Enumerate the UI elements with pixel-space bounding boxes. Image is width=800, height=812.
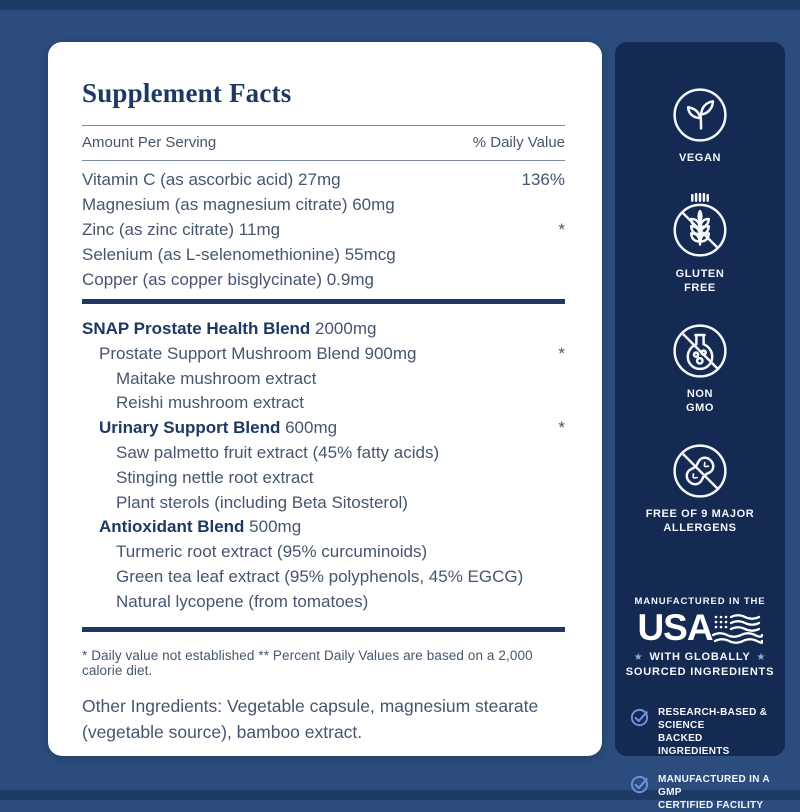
table-row: Zinc (as zinc citrate) 11mg * (82, 217, 565, 242)
table-row: Vitamin C (as ascorbic acid) 27mg 136% (82, 167, 565, 192)
blend-row: Reishi mushroom extract (82, 391, 565, 416)
blend-name: Urinary Support Blend (99, 418, 281, 438)
blend-list: SNAP Prostate Health Blend 2000mg Prosta… (82, 304, 565, 627)
blend-amount: Reishi mushroom extract (116, 393, 305, 413)
amount-per-serving-label: Amount Per Serving (82, 134, 217, 151)
blend-row: Saw palmetto fruit extract (45% fatty ac… (82, 441, 565, 466)
check-circle-icon (630, 775, 649, 794)
certification-label: BACKED INGREDIENTS (658, 733, 730, 757)
badge-label: GMO (685, 402, 715, 414)
blend-row: Turmeric root extract (95% curcuminoids) (82, 540, 565, 565)
daily-value-label: % Daily Value (472, 134, 565, 151)
blend-row: Antioxidant Blend 500mg (82, 515, 565, 540)
badge-label: GLUTEN (675, 268, 725, 280)
nutrient-label: Magnesium (as magnesium citrate) 60mg (82, 195, 395, 214)
certification-label: MANUFACTURED IN A GMP (658, 774, 770, 798)
blend-amount: Natural lycopene (from tomatoes) (116, 591, 369, 611)
badge-label: ALLERGENS (663, 522, 737, 534)
badge-vegan: VEGAN (671, 86, 729, 165)
certification-list: RESEARCH-BASED & SCIENCE BACKED INGREDIE… (629, 706, 771, 812)
divider-thick-footnote (82, 626, 565, 632)
badge-non-gmo: NON GMO (671, 322, 729, 415)
blend-amount: 500mg (244, 517, 302, 537)
non-gmo-flask-icon (673, 324, 727, 378)
divider-thick-blends (82, 299, 565, 304)
usa-made-badge: MANUFACTURED IN THE USA ★ WIT (626, 596, 774, 678)
bottom-edge-strip (0, 790, 800, 800)
blend-amount: Turmeric root extract (95% curcuminoids) (116, 542, 428, 562)
blend-amount: 600mg (280, 418, 338, 438)
blend-row: Green tea leaf extract (95% polyphenols,… (82, 565, 565, 590)
certification-label: RESEARCH-BASED & SCIENCE (658, 707, 768, 731)
blend-row: Natural lycopene (from tomatoes) (82, 590, 565, 615)
certification-label: CERTIFIED FACILITY (658, 800, 764, 811)
table-header-row: Amount Per Serving % Daily Value (82, 126, 565, 160)
nutrient-label: Selenium (as L-selenomethionine) 55mcg (82, 245, 396, 264)
badge-label: NON (686, 388, 714, 400)
blend-amount: Stinging nettle root extract (116, 467, 314, 487)
blend-value: * (558, 418, 565, 438)
certification-item: RESEARCH-BASED & SCIENCE BACKED INGREDIE… (629, 706, 771, 758)
usa-bottom-label: SOURCED INGREDIENTS (625, 666, 775, 678)
blend-row: Prostate Support Mushroom Blend 900mg * (82, 342, 565, 367)
check-circle-icon (630, 708, 649, 727)
badge-gluten-free: GLUTEN FREE (671, 192, 729, 295)
nutrient-label: Copper (as copper bisglycinate) 0.9mg (82, 270, 374, 289)
blend-amount: 2000mg (310, 319, 377, 338)
footnote: * Daily value not established ** Percent… (82, 647, 533, 678)
blend-amount: Plant sterols (including Beta Sitosterol… (116, 492, 408, 512)
usa-label: USA (637, 607, 713, 648)
supplement-facts-card: Supplement Facts Amount Per Serving % Da… (48, 42, 602, 756)
usa-flag-icon (711, 614, 763, 644)
blend-row: Stinging nettle root extract (82, 466, 565, 491)
nutrient-list: Vitamin C (as ascorbic acid) 27mg 136% M… (82, 161, 565, 299)
badge-label: FREE (684, 282, 716, 294)
blend-row: SNAP Prostate Health Blend 2000mg (82, 317, 565, 342)
vegan-leaf-icon (673, 88, 727, 142)
blend-row: Plant sterols (including Beta Sitosterol… (82, 491, 565, 516)
badge-sidebar: VEGAN GLUTEN FREE (615, 42, 785, 811)
blend-amount: Prostate Support Mushroom Blend 900mg (99, 343, 417, 363)
divider-thin-top (82, 125, 565, 126)
blend-name: Antioxidant Blend (99, 517, 245, 537)
blend-amount: Saw palmetto fruit extract (45% fatty ac… (116, 442, 440, 462)
nutrient-label: Zinc (as zinc citrate) 11mg (82, 220, 281, 239)
allergen-free-peanut-icon (673, 444, 727, 498)
blend-amount: Maitake mushroom extract (116, 368, 317, 388)
badge-allergen-free: FREE OF 9 MAJOR ALLERGENS (646, 442, 755, 535)
usa-top-label: MANUFACTURED IN THE (634, 596, 766, 607)
table-row: Magnesium (as magnesium citrate) 60mg (82, 192, 565, 217)
table-row: Selenium (as L-selenomethionine) 55mcg (82, 242, 565, 267)
page-title: Supplement Facts (82, 78, 292, 108)
star-icon: ★ (633, 651, 644, 663)
gluten-free-wheat-icon (673, 192, 727, 257)
star-icon: ★ (756, 651, 767, 663)
blend-amount: Green tea leaf extract (95% polyphenols,… (116, 566, 524, 586)
nutrient-value: * (558, 220, 565, 239)
badge-label: FREE OF 9 MAJOR (645, 508, 755, 520)
top-edge-strip (0, 0, 800, 10)
nutrient-label: Vitamin C (as ascorbic acid) 27mg (82, 170, 341, 189)
nutrient-value: 136% (521, 170, 565, 189)
blend-row: Urinary Support Blend 600mg * (82, 416, 565, 441)
blend-row: Maitake mushroom extract (82, 367, 565, 392)
certification-item: MANUFACTURED IN A GMP CERTIFIED FACILITY (629, 773, 771, 812)
divider-thin-bottom (82, 160, 565, 161)
usa-mid-label: WITH GLOBALLY (649, 651, 751, 663)
other-ingredients: Other Ingredients: Vegetable capsule, ma… (82, 695, 539, 742)
blend-value: * (558, 343, 565, 363)
blend-name: SNAP Prostate Health Blend (82, 319, 311, 338)
badge-label: VEGAN (678, 152, 722, 164)
table-row: Copper (as copper bisglycinate) 0.9mg (82, 267, 565, 292)
